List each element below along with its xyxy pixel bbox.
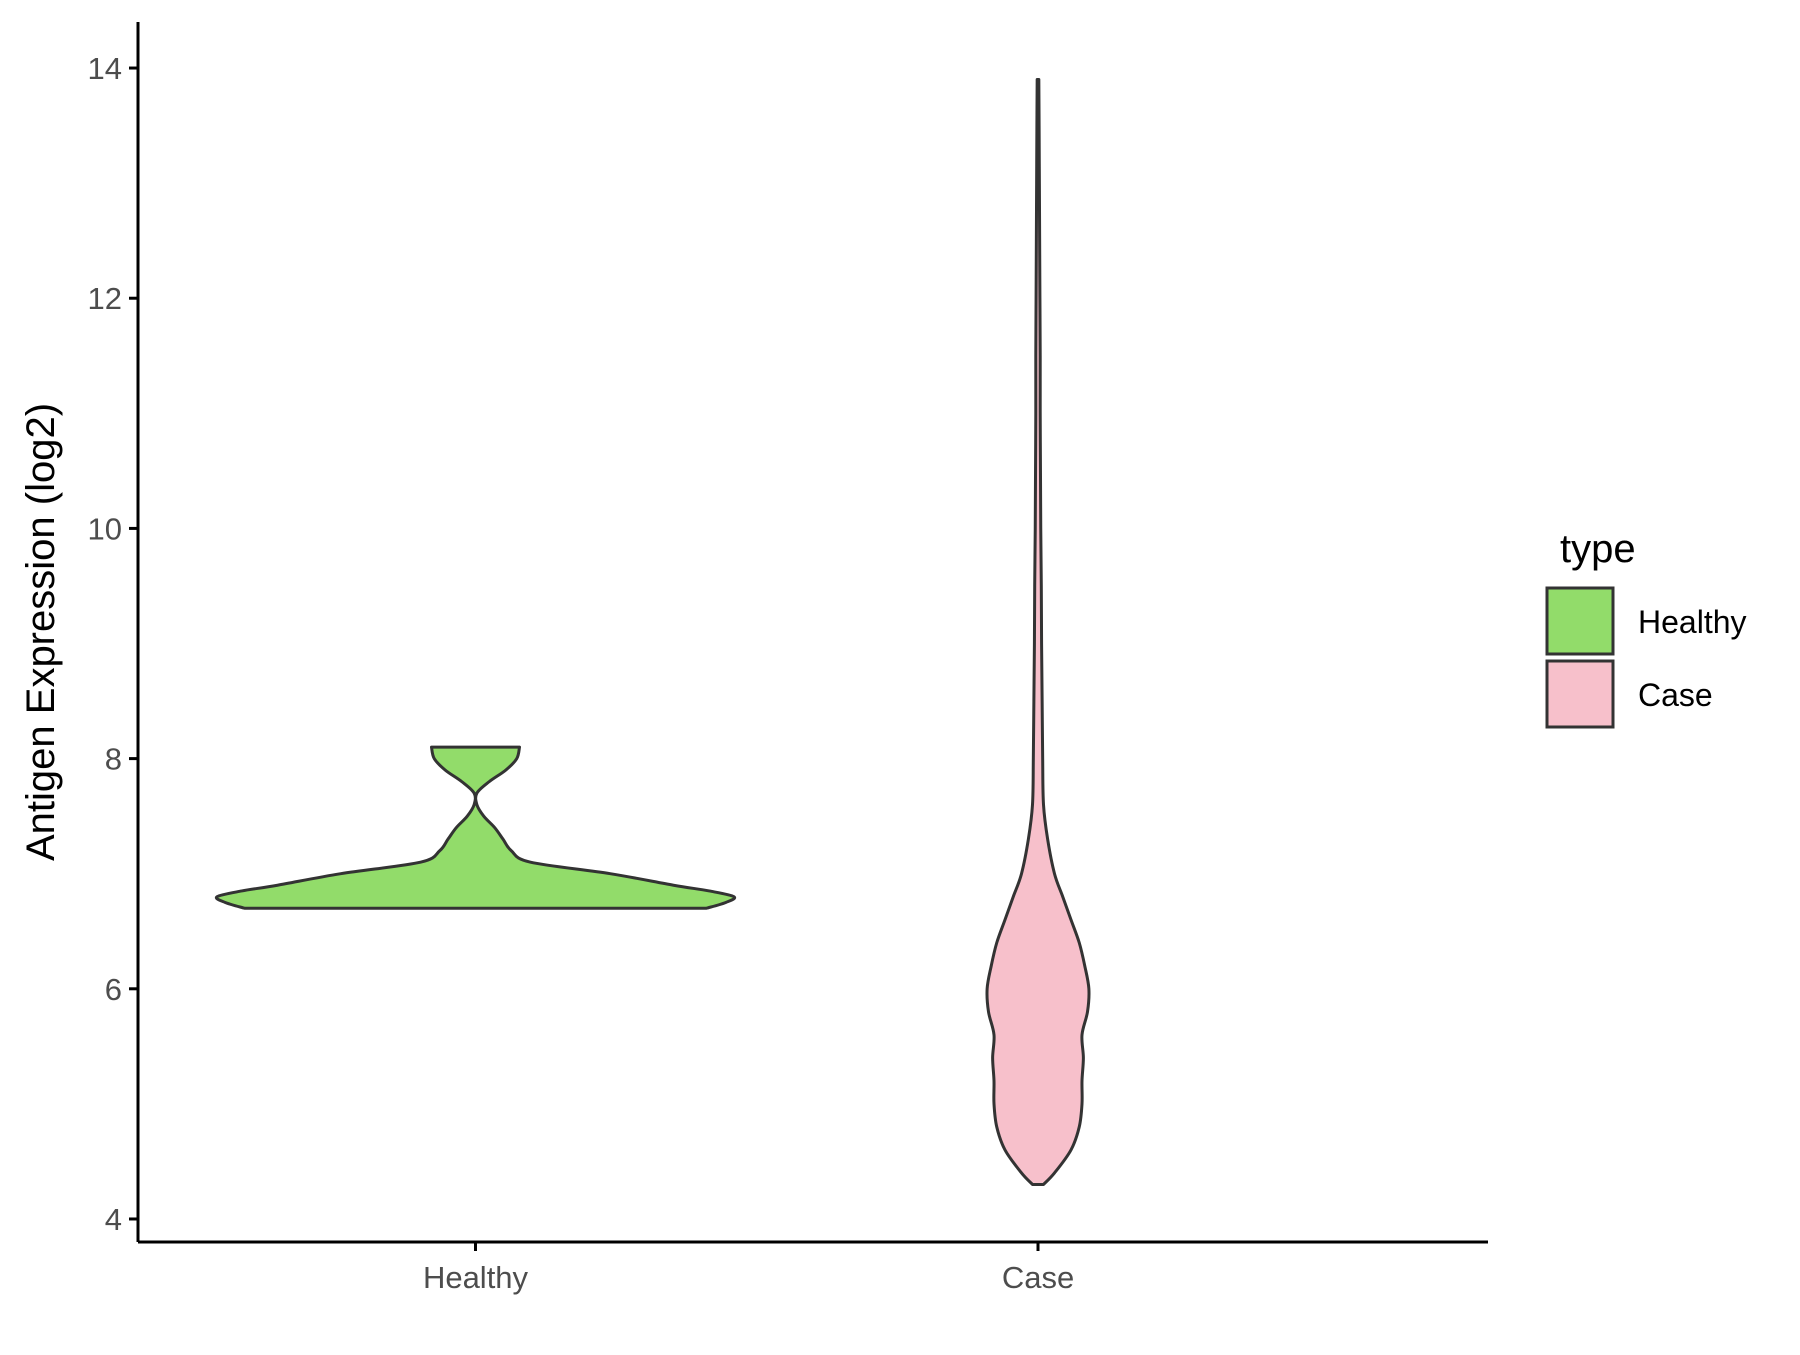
legend-title: type xyxy=(1560,527,1636,571)
violin-healthy xyxy=(214,745,737,910)
y-axis-title: Antigen Expression (log2) xyxy=(19,403,63,861)
y-tick-label: 4 xyxy=(105,1202,122,1237)
legend-label-case: Case xyxy=(1638,677,1713,713)
legend-swatch-case xyxy=(1545,659,1615,729)
y-axis-ticks: 4 6 8 10 12 14 xyxy=(88,51,138,1237)
x-tick-label: Case xyxy=(1002,1260,1074,1295)
legend-items: Healthy Case xyxy=(1545,586,1747,729)
y-tick-label: 12 xyxy=(88,281,122,316)
y-tick-label: 6 xyxy=(105,972,122,1007)
y-tick-label: 10 xyxy=(88,511,122,546)
y-tick-label: 14 xyxy=(88,51,122,86)
violin-case xyxy=(985,78,1091,1186)
legend-label-healthy: Healthy xyxy=(1638,604,1747,640)
legend-swatch-healthy xyxy=(1545,586,1615,656)
legend: type Healthy Case xyxy=(1545,527,1747,729)
x-axis-ticks: Healthy Case xyxy=(423,1242,1074,1295)
x-tick-label: Healthy xyxy=(423,1260,529,1295)
y-tick-label: 8 xyxy=(105,742,122,777)
violin-layer xyxy=(214,78,1091,1186)
